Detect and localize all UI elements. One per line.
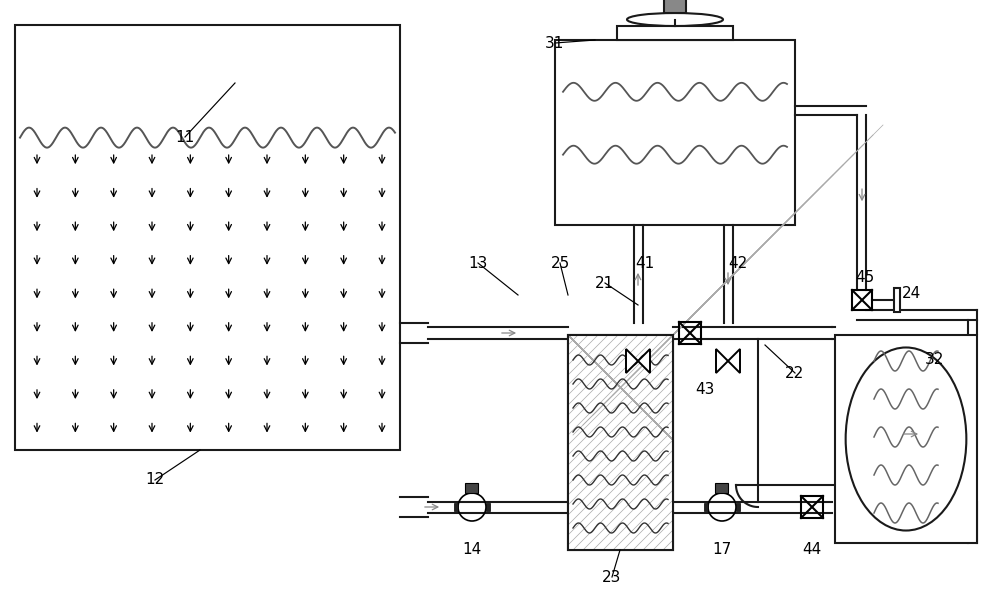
Ellipse shape <box>627 13 723 26</box>
Bar <box>486 503 490 511</box>
Text: 31: 31 <box>545 36 565 50</box>
Bar <box>465 483 478 493</box>
Text: 21: 21 <box>595 275 615 290</box>
Polygon shape <box>716 349 728 373</box>
Bar <box>704 503 708 511</box>
Bar <box>736 503 740 511</box>
Text: 41: 41 <box>635 255 655 270</box>
Text: 24: 24 <box>902 286 922 301</box>
Text: 43: 43 <box>695 382 715 397</box>
Bar <box>715 483 728 493</box>
Polygon shape <box>626 349 638 373</box>
Text: 32: 32 <box>925 353 945 367</box>
Bar <box>801 496 823 518</box>
Bar <box>679 322 701 344</box>
Bar <box>568 335 673 550</box>
Text: 45: 45 <box>855 269 875 284</box>
Text: 23: 23 <box>602 569 622 584</box>
Text: 13: 13 <box>468 255 488 270</box>
Bar <box>555 40 795 225</box>
Polygon shape <box>638 349 650 373</box>
Bar <box>15 25 400 450</box>
Bar <box>454 503 458 511</box>
Bar <box>664 0 686 13</box>
Ellipse shape <box>846 347 966 531</box>
Text: 25: 25 <box>550 255 570 270</box>
Text: 22: 22 <box>785 365 805 381</box>
Bar <box>894 288 900 312</box>
Bar <box>617 26 733 40</box>
Bar <box>568 335 673 550</box>
Bar <box>568 335 673 550</box>
Text: 14: 14 <box>462 543 482 557</box>
Bar <box>835 335 977 543</box>
Text: 11: 11 <box>175 129 195 145</box>
Polygon shape <box>728 349 740 373</box>
Text: 12: 12 <box>145 473 165 488</box>
Text: 17: 17 <box>712 543 732 557</box>
Bar <box>852 290 872 310</box>
Text: 42: 42 <box>728 255 748 270</box>
Text: 44: 44 <box>802 543 822 557</box>
